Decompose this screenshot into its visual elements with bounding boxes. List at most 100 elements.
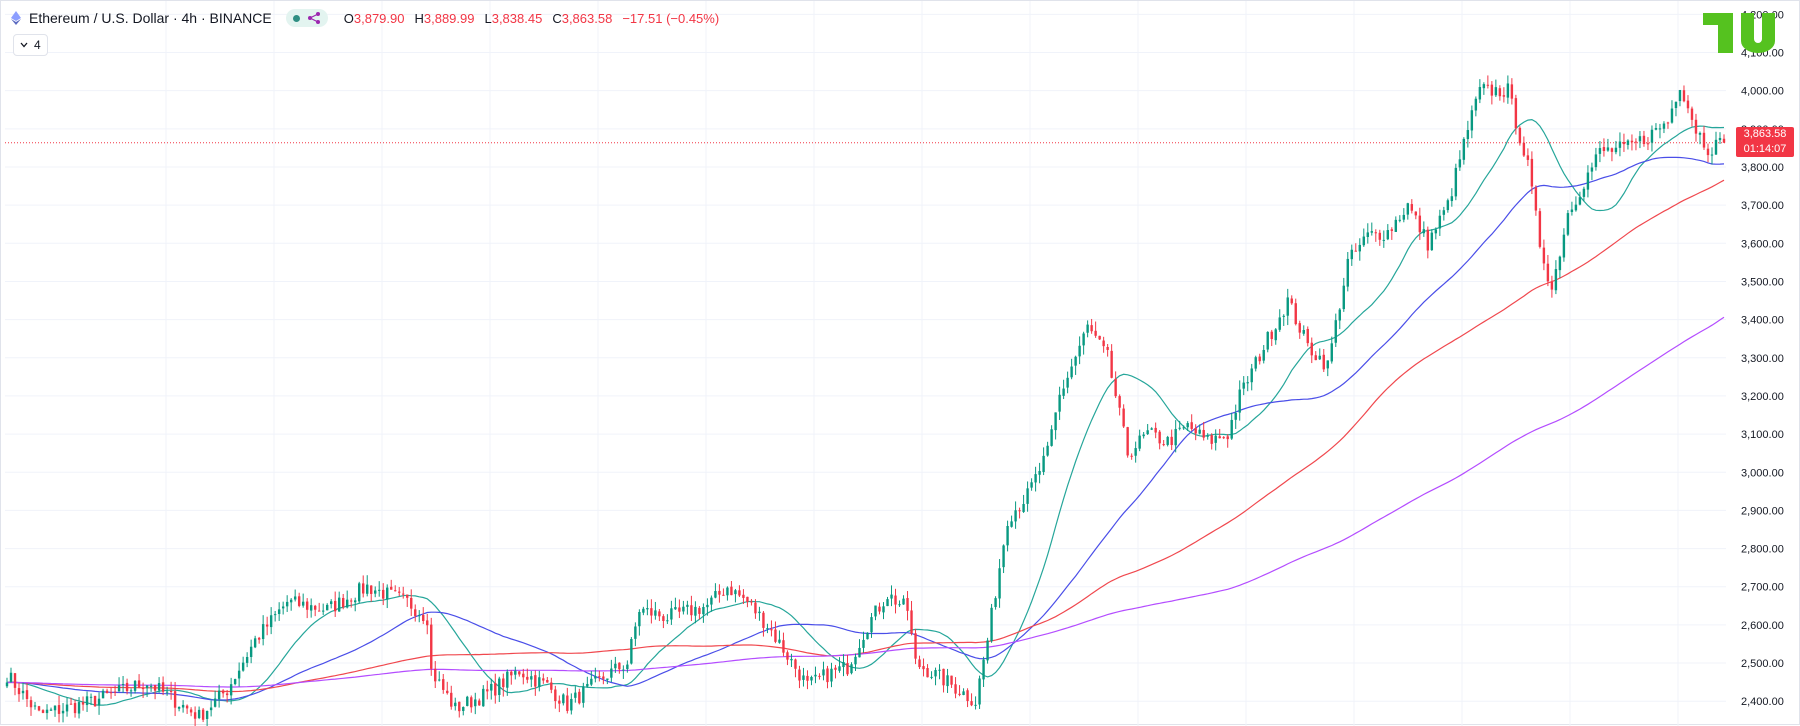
candle-body [1090, 325, 1093, 332]
candle-body [301, 601, 305, 606]
candle-body [1262, 349, 1265, 361]
indicators-toggle-button[interactable]: 4 [13, 34, 48, 56]
candle-body [1562, 234, 1566, 258]
candle-body [554, 689, 557, 702]
candle-body [778, 639, 781, 643]
candle-body [954, 684, 957, 694]
candle-body [366, 584, 369, 594]
candle-body [1014, 510, 1017, 522]
candle-body [990, 607, 993, 642]
candle-body [870, 617, 873, 633]
candle-body [1450, 196, 1454, 202]
candle-body [638, 611, 641, 627]
candle-body [1574, 204, 1578, 211]
grid-layer [5, 1, 1726, 726]
candle-body [402, 593, 405, 595]
candle-body [1534, 187, 1538, 211]
candle-body [1694, 119, 1698, 134]
candle-body [1154, 427, 1157, 433]
candle-body [630, 639, 633, 664]
candle-body [982, 659, 985, 680]
candle-body [1242, 382, 1245, 389]
candle-body [125, 682, 129, 692]
candle-body [458, 701, 461, 712]
candle-body [1690, 108, 1694, 120]
candle-body [297, 596, 301, 606]
candle-body [1230, 419, 1233, 439]
candle-body [606, 678, 609, 680]
candle-body [1170, 436, 1173, 446]
candle-body [962, 691, 965, 696]
y-tick-label: 3,200.00 [1741, 391, 1784, 403]
candle-body [1062, 388, 1065, 396]
candle-body [1046, 445, 1049, 456]
candle-body [1474, 98, 1478, 111]
candle-body [1158, 431, 1161, 444]
symbol-title[interactable]: Ethereum / U.S. Dollar · 4h · BINANCE [29, 10, 272, 26]
candle-body [1406, 203, 1410, 215]
moving-averages [6, 118, 1725, 706]
candle-body [1582, 188, 1586, 197]
candle-body [133, 680, 137, 691]
candle-body [446, 690, 449, 694]
indicators-count: 4 [34, 38, 41, 52]
low-key: L [484, 10, 492, 26]
candle-body [1054, 412, 1057, 431]
candle-body [1342, 285, 1345, 310]
candle-body [1070, 366, 1073, 378]
candle-body [354, 600, 357, 603]
candle-body [642, 608, 645, 613]
price-axis: 2,400.00 2,500.00 2,600.00 2,700.00 2,800.00… [1741, 9, 1784, 708]
candle-body [1606, 147, 1610, 151]
candle-body [1238, 389, 1241, 413]
candle-body [89, 696, 93, 698]
candle-body [1294, 303, 1297, 325]
candle-body [858, 647, 861, 658]
candle-body [145, 685, 149, 689]
candle-body [626, 664, 629, 670]
tradingview-logo [1703, 13, 1775, 53]
candle-body [1038, 470, 1041, 475]
candle-body [802, 675, 805, 680]
candle-body [730, 586, 733, 596]
candle-body [1542, 247, 1546, 264]
candle-body [914, 633, 917, 659]
candle-body [1194, 428, 1197, 434]
moving-average-line [6, 118, 1725, 706]
candle-body [706, 604, 709, 608]
candle-body [1202, 429, 1205, 438]
candle-body [1006, 525, 1009, 546]
candle-body [1218, 436, 1221, 439]
candle-body [1706, 148, 1710, 156]
candle-body [149, 685, 153, 687]
candle-body [750, 601, 753, 603]
candle-body [946, 675, 949, 687]
y-tick-label: 3,800.00 [1741, 162, 1784, 174]
candle-body [341, 597, 345, 608]
moving-average-line [7, 316, 1725, 688]
status-pill[interactable] [285, 9, 328, 27]
candle-body [838, 666, 841, 671]
candle-body [165, 691, 169, 693]
candle-body [438, 679, 441, 681]
open-key: O [343, 10, 354, 26]
candle-body [978, 678, 981, 705]
candle-body [1650, 129, 1654, 143]
candle-body [874, 605, 877, 617]
y-tick-label: 3,300.00 [1741, 353, 1784, 365]
candle-body [482, 688, 485, 707]
candle-body [241, 662, 245, 671]
symbol-legend[interactable]: Ethereum / U.S. Dollar · 4h · BINANCE O3… [9, 9, 719, 27]
candle-body [1270, 331, 1273, 340]
candle-body [822, 669, 825, 676]
candle-body [1010, 521, 1013, 527]
candle-body [1150, 428, 1153, 430]
candle-body [510, 671, 513, 676]
candle-body [1698, 132, 1702, 135]
candle-body [1382, 239, 1386, 241]
candle-body [1398, 219, 1402, 221]
candle-body [1662, 123, 1666, 129]
candle-body [257, 637, 261, 640]
